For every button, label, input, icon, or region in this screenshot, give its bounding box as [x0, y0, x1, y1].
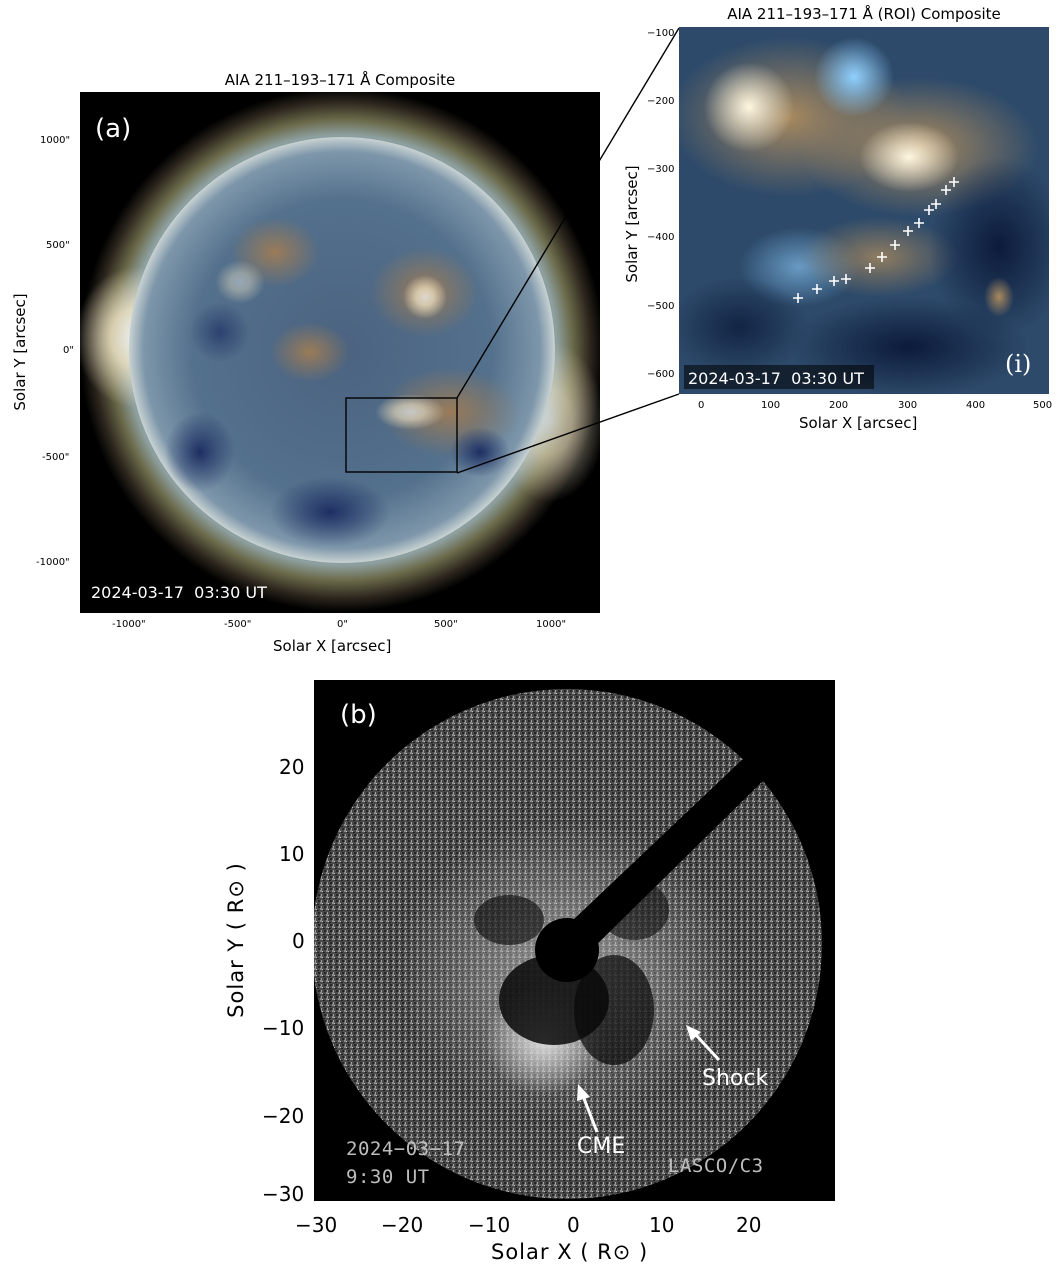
- panel-b-ytick: 10: [279, 842, 305, 866]
- panel-a-xtick: 0": [337, 619, 348, 630]
- panel-i-xtick: 200: [829, 400, 849, 411]
- panel-b-xtick: 0: [567, 1213, 580, 1237]
- panel-a-ytick: 0": [63, 345, 74, 356]
- panel-i-timestamp: 2024-03-17 03:30 UT: [688, 369, 864, 388]
- panel-b-xtick: −30: [295, 1213, 338, 1237]
- panel-i-xtick: 0: [698, 400, 705, 411]
- panel-a-xtick: 500": [434, 619, 458, 630]
- panel-i-ytick: −300: [647, 164, 675, 175]
- panel-b-ytick: 20: [279, 755, 305, 779]
- panel-i-title: AIA 211–193–171 Å (ROI) Composite: [727, 5, 1001, 23]
- cme-label: CME: [577, 1134, 626, 1159]
- panel-i-xlabel: Solar X [arcsec]: [799, 414, 918, 432]
- panel-i-ytick: −500: [647, 301, 675, 312]
- panel-i-image: [679, 27, 1049, 394]
- panel-i-ytick: −200: [647, 96, 675, 107]
- panel-a-image: [80, 92, 600, 613]
- panel-b-label: (b): [340, 700, 377, 730]
- panel-i-xtick: 100: [761, 400, 781, 411]
- panel-b-image: [314, 680, 835, 1201]
- panel-a-ytick: -500": [42, 452, 70, 463]
- roi-connector-lines: [456, 27, 680, 474]
- panel-b-xtick: −10: [468, 1213, 511, 1237]
- panel-b-xtick: 20: [736, 1213, 762, 1237]
- panel-i-label: (i): [1005, 350, 1032, 378]
- panel-b-ytick: −10: [262, 1016, 305, 1040]
- panel-b-timestamp-time: 9:30 UT: [346, 1166, 430, 1188]
- panel-i-xtick: 500: [1033, 400, 1053, 411]
- panel-a-xtick: 1000": [536, 619, 567, 630]
- panel-a-timestamp: 2024-03-17 03:30 UT: [91, 583, 267, 602]
- panel-a-ytick: 500": [46, 240, 70, 251]
- panel-b-instrument: LASCO/C3: [668, 1155, 764, 1177]
- panel-b-ylabel: Solar Y ( R⊙ ): [224, 862, 248, 1018]
- marker-crosses: [793, 177, 959, 303]
- panel-i-xtick: 300: [898, 400, 918, 411]
- panel-a-ytick: -1000": [36, 557, 70, 568]
- panel-a-xtick: -500": [224, 619, 252, 630]
- panel-i-ytick: −400: [647, 232, 675, 243]
- panel-a-title: AIA 211–193–171 Å Composite: [224, 71, 456, 89]
- panel-a-xtick: -1000": [112, 619, 146, 630]
- panel-b-xtick: 10: [649, 1213, 675, 1237]
- panel-b-timestamp-date: 2024−03−17: [346, 1138, 466, 1160]
- panel-a-xlabel: Solar X [arcsec]: [273, 637, 392, 655]
- panel-a-label: (a): [95, 114, 132, 144]
- panel-i-ytick: −100: [647, 28, 675, 39]
- panel-b-xlabel: Solar X ( R⊙ ): [491, 1240, 649, 1264]
- panel-a-ytick: 1000": [40, 135, 71, 146]
- panel-i-xtick: 400: [966, 400, 986, 411]
- panel-i-ytick: −600: [647, 369, 675, 380]
- panel-b-xtick: −20: [381, 1213, 424, 1237]
- shock-label: Shock: [702, 1066, 769, 1091]
- panel-b-ytick: 0: [292, 929, 305, 953]
- panel-b-ytick: −20: [262, 1104, 305, 1128]
- panel-b-ytick: −30: [262, 1182, 305, 1206]
